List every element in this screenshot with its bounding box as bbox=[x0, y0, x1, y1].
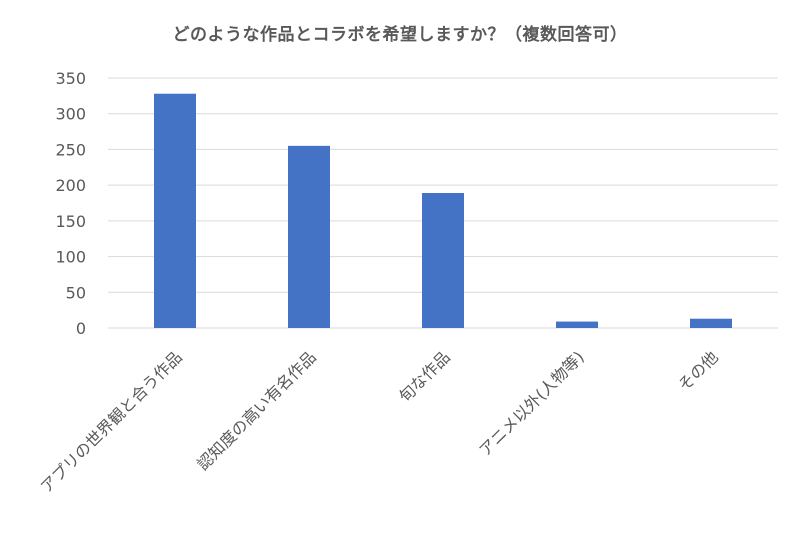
bar bbox=[690, 318, 732, 328]
bar bbox=[422, 193, 464, 328]
y-tick-label: 200 bbox=[55, 176, 86, 195]
y-axis-ticks: 0 50 100 150 200 250 300 350 bbox=[55, 69, 86, 338]
y-tick-label: 0 bbox=[76, 319, 86, 338]
y-tick-label: 100 bbox=[55, 248, 86, 267]
bar bbox=[288, 145, 330, 328]
bar bbox=[556, 321, 598, 328]
y-tick-label: 300 bbox=[55, 105, 86, 124]
x-category-label: 旬な作品 bbox=[395, 347, 454, 406]
y-tick-label: 150 bbox=[55, 212, 86, 231]
x-category-label: 認知度の高い有名作品 bbox=[193, 347, 320, 474]
bar bbox=[154, 93, 196, 328]
y-tick-label: 50 bbox=[66, 283, 86, 302]
bars bbox=[154, 93, 732, 328]
x-category-label: アプリの世界観と合う作品 bbox=[37, 347, 186, 496]
x-category-label: アニメ以外(人物等) bbox=[475, 347, 588, 460]
chart-title: どのような作品とコラボを希望しますか？（複数回答可） bbox=[172, 25, 628, 45]
y-tick-label: 350 bbox=[55, 69, 86, 88]
x-axis-labels: アプリの世界観と合う作品 認知度の高い有名作品 旬な作品 アニメ以外(人物等) その他 bbox=[37, 347, 722, 496]
y-tick-label: 250 bbox=[55, 140, 86, 159]
x-category-label: その他 bbox=[674, 347, 721, 394]
